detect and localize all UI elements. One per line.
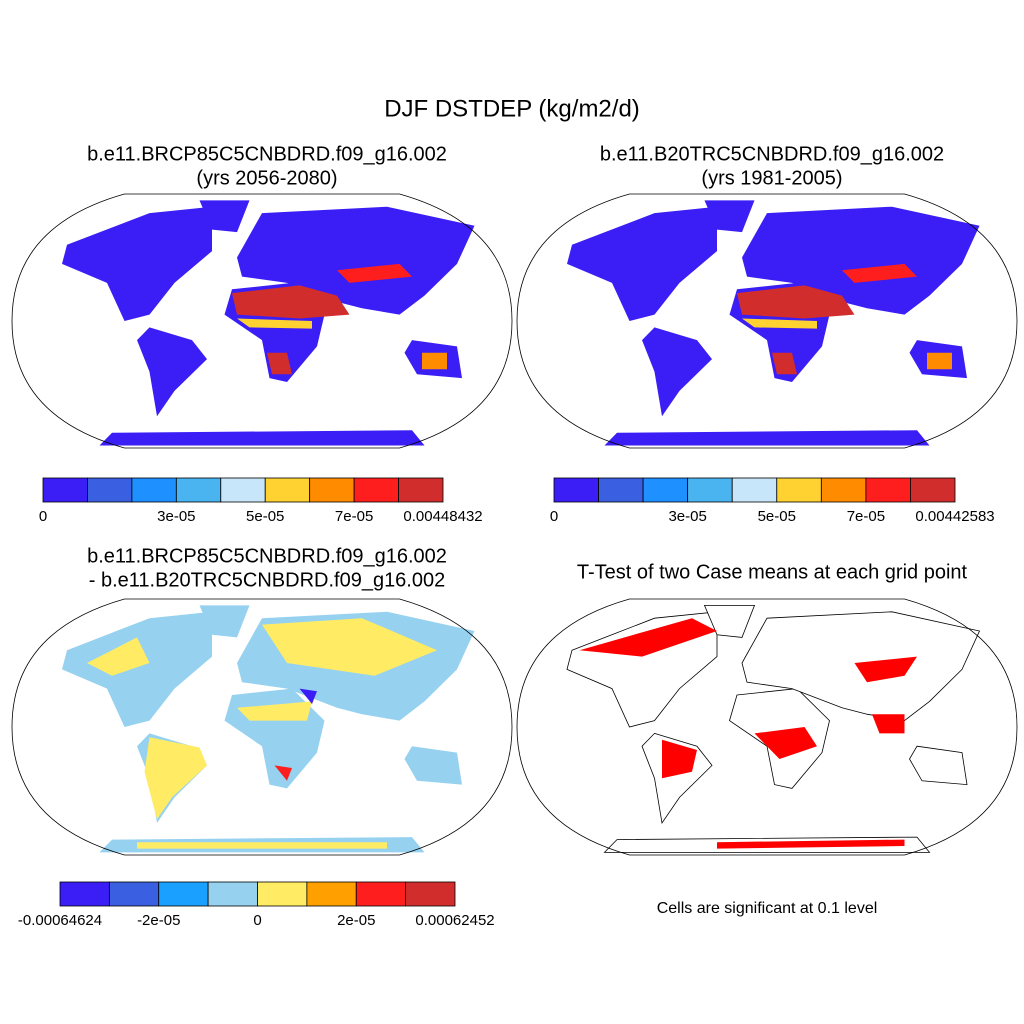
land: [704, 200, 755, 233]
colorbar-box: [131, 477, 177, 503]
panel-note: Cells are significant at 0.1 level: [657, 900, 878, 917]
field-patch: [422, 352, 447, 370]
land: [62, 611, 212, 727]
colorbar-box: [42, 477, 88, 503]
colorbar-box: [865, 477, 911, 503]
map: [62, 605, 475, 853]
colorbar-label: 0.00062452: [415, 912, 494, 929]
colorbar-label: 5e-05: [758, 508, 796, 525]
panel-title: - b.e11.B20TRC5CNBDRD.f09_g16.002: [89, 569, 445, 591]
colorbar-box: [398, 477, 444, 503]
colorbar-box: [158, 881, 209, 907]
field-patch: [237, 701, 312, 721]
field-patch: [274, 765, 292, 781]
panel-title: (yrs 2056-2080): [196, 167, 337, 189]
colorbar-box: [309, 477, 355, 503]
colorbar-box: [220, 477, 266, 503]
colorbar-box: [87, 477, 133, 503]
colorbar-box: [353, 477, 399, 503]
land: [62, 206, 212, 321]
colorbar-label: 7e-05: [847, 508, 885, 525]
colorbar-box: [553, 477, 599, 503]
field-patch: [579, 618, 717, 657]
colorbar-box: [642, 477, 689, 503]
land: [237, 206, 475, 315]
colorbar-label: 2e-05: [337, 912, 375, 929]
colorbar-label: 3e-05: [157, 508, 195, 525]
field-patch: [737, 285, 855, 319]
panel-title: (yrs 1981-2005): [701, 167, 842, 189]
land: [567, 206, 717, 321]
land: [909, 745, 968, 786]
colorbar-label: 5e-05: [246, 508, 284, 525]
colorbar-box: [776, 477, 822, 503]
colorbar-box: [355, 881, 407, 907]
map: [566, 605, 981, 853]
land: [199, 605, 250, 638]
colorbar-box: [257, 881, 308, 907]
colorbar-label: 7e-05: [335, 508, 373, 525]
map: [567, 200, 980, 446]
field-patch: [854, 656, 917, 683]
panel-title: T-Test of two Case means at each grid po…: [577, 561, 968, 583]
map-outline: [11, 193, 513, 449]
land: [642, 327, 712, 417]
colorbar-label: 0: [253, 912, 261, 929]
land: [137, 327, 207, 417]
colorbar-box: [108, 881, 160, 907]
colorbar-box: [820, 477, 867, 503]
land: [404, 746, 462, 785]
field-patch: [717, 839, 905, 849]
land: [604, 430, 930, 446]
colorbar-box: [405, 881, 456, 907]
colorbar-box: [910, 477, 956, 503]
field-patch: [337, 263, 412, 283]
colorbar-label: 0: [39, 508, 47, 525]
field-patch: [87, 637, 150, 676]
colorbar-box: [598, 477, 644, 503]
field-patch: [754, 727, 817, 759]
colorbar-box: [59, 881, 110, 907]
colorbar-box: [207, 881, 258, 907]
field-patch: [772, 352, 797, 375]
colorbar-box: [175, 477, 222, 503]
field-patch: [137, 842, 387, 849]
field-patch: [237, 318, 312, 329]
map-outline: [516, 598, 1018, 856]
field-patch: [927, 352, 952, 370]
field-patch: [262, 618, 437, 676]
field-patch: [267, 352, 292, 375]
field-patch: [872, 714, 905, 734]
land: [99, 430, 425, 446]
colorbar-box: [264, 477, 311, 503]
field-patch: [662, 739, 697, 779]
map-outline: [11, 598, 513, 856]
field-patch: [742, 318, 817, 329]
colorbar-box: [306, 881, 357, 907]
panel-title: b.e11.B20TRC5CNBDRD.f09_g16.002: [600, 143, 944, 165]
map-outline: [516, 193, 1018, 449]
field-patch: [144, 737, 207, 820]
colorbar-label: -0.00064624: [18, 912, 102, 929]
land: [703, 605, 756, 638]
figure-title: DJF DSTDEP (kg/m2/d): [384, 95, 640, 122]
colorbar-box: [731, 477, 778, 503]
field-patch: [299, 688, 317, 704]
land: [742, 206, 980, 315]
colorbar-label: 3e-05: [668, 508, 706, 525]
colorbar-label: 0.00448432: [403, 508, 482, 525]
colorbar-box: [687, 477, 733, 503]
panel-title: b.e11.BRCP85C5CNBDRD.f09_g16.002: [87, 143, 447, 165]
map: [62, 200, 475, 446]
field-patch: [842, 263, 917, 283]
colorbar-label: -2e-05: [137, 912, 180, 929]
colorbar-label: 0.00442583: [915, 508, 994, 525]
land: [199, 200, 250, 233]
colorbar-label: 0: [550, 508, 558, 525]
panel-title: b.e11.BRCP85C5CNBDRD.f09_g16.002: [87, 545, 447, 567]
field-patch: [232, 285, 350, 319]
